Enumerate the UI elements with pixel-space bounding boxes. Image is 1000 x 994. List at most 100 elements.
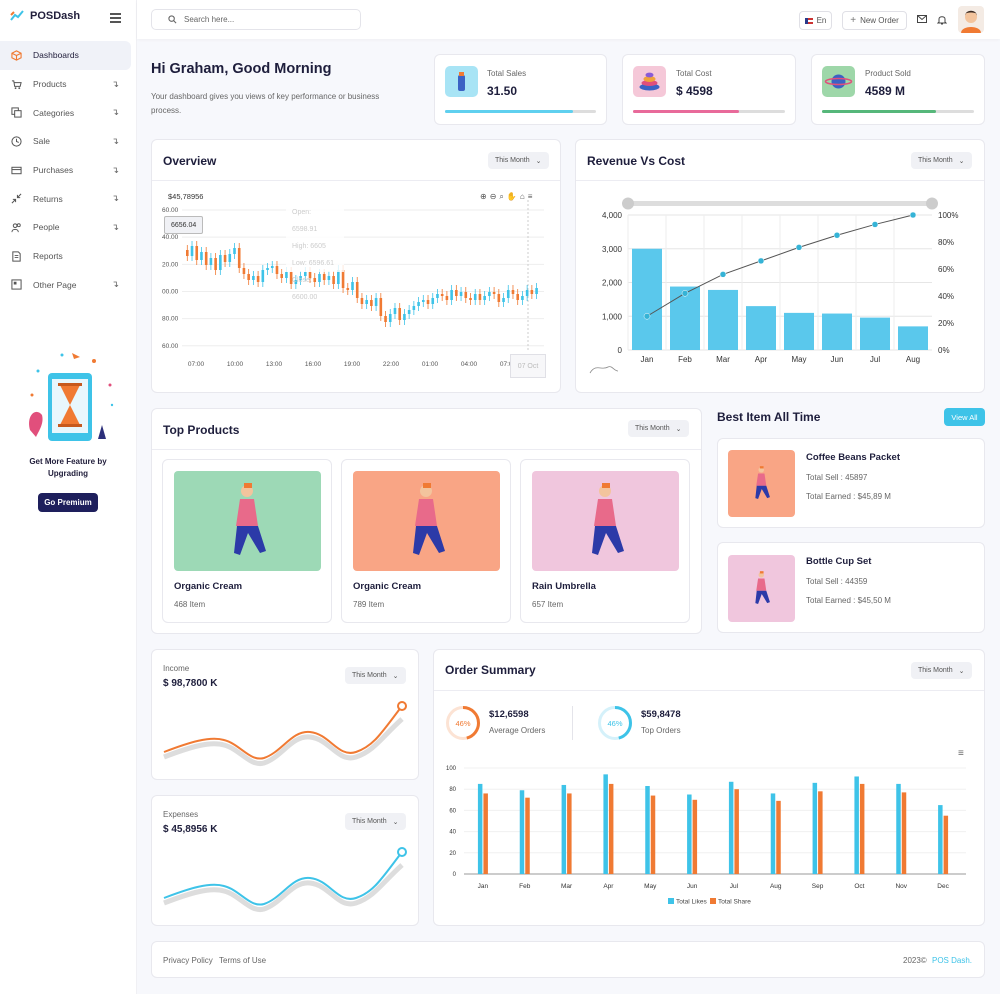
sidebar-item-reports[interactable]: Reports [0,242,131,271]
candle [422,300,425,302]
candle [525,290,529,296]
candle [223,255,227,262]
order-bar [561,784,567,874]
expenses-period-dropdown[interactable]: This Month ⌄ [345,813,406,830]
y2-tick-label: 60% [938,265,954,274]
cube-icon [10,49,22,61]
best-item-card[interactable]: Coffee Beans Packet Total Sell : 45897 T… [717,438,985,528]
dropdown-label: This Month [635,425,670,432]
candle [379,298,383,316]
revenue-period-dropdown[interactable]: This Month ⌄ [911,152,972,169]
zoom-out-icon[interactable]: ⊖ [489,192,497,201]
tooltip-high: High: 6605 [292,243,326,250]
view-all-button[interactable]: View All [944,408,985,426]
y-tick-label: 60.00 [162,207,179,214]
order-summary-chart[interactable]: 0 20 40 60 80 100 Jan Feb Mar Apr May Jun Jul Aug Sep O… [434,760,986,920]
y-tick-label: 1,000 [602,312,623,321]
overview-period-dropdown[interactable]: This Month ⌄ [488,152,549,169]
income-label: Income [163,664,190,673]
income-value: $ 98,7800 K [163,678,218,689]
product-card[interactable]: Rain Umbrella 657 Item [520,459,690,623]
search-icon [168,15,177,24]
language-selector[interactable]: En [799,11,832,30]
candlestick-chart[interactable]: 60.00 40.00 20.00 00.00 80.00 60.00 07:00 10:00… [152,200,562,390]
income-period-dropdown[interactable]: This Month ⌄ [345,667,406,684]
new-order-button[interactable]: + New Order [842,11,907,30]
candle [308,272,312,278]
top-orders-value: $59,8478 [641,709,681,720]
x-tick-label: Jul [870,355,880,364]
submenu-arrow-icon: ↴ [111,78,119,89]
brand-logo[interactable]: POSDash [10,10,80,22]
cumulative-point [833,232,841,239]
candle [473,294,477,300]
sidebar-item-purchases[interactable]: Purchases ↴ [0,156,131,185]
order-bar [525,797,530,874]
candle [285,272,288,278]
dropdown-label: This Month [918,667,953,674]
x-tick-label: 07:00 [188,361,205,368]
menu-toggle-icon[interactable] [110,13,121,25]
product-card[interactable]: Organic Cream 789 Item [341,459,511,623]
user-avatar[interactable] [958,6,984,33]
order-bar [567,793,572,874]
terms-of-use-link[interactable]: Terms of Use [219,956,267,965]
best-item-image [728,555,795,622]
candle [426,300,430,304]
candle [365,300,368,304]
sidebar-item-other-page[interactable]: Other Page ↴ [0,271,131,300]
sidebar-item-returns[interactable]: Returns ↴ [0,184,131,213]
sidebar-item-sale[interactable]: Sale ↴ [0,127,131,156]
candle [204,252,208,265]
candle [242,268,246,274]
x-tick-label: Apr [603,883,614,890]
candle [351,282,354,290]
search-input[interactable]: Search here... [184,15,235,24]
product-card[interactable]: Organic Cream 468 Item [162,459,332,623]
candle [370,300,373,306]
y-tick-label: 3,000 [602,245,623,254]
sidebar-item-dashboards[interactable]: Dashboards [0,41,131,70]
revenue-chart[interactable]: 0 1,000 2,000 3,000 4,000 0% 20% 40% 60% 80% 100% J… [576,195,986,385]
magnifier-icon[interactable]: ⌕ [499,192,504,201]
mail-icon[interactable] [917,15,927,23]
legend-swatch [668,898,674,904]
overview-price-label: $45,78956 [168,192,204,201]
candle [200,252,203,260]
top-bar [137,0,1000,39]
y-tick-label: 2,000 [602,279,623,288]
sidebar-item-products[interactable]: Products ↴ [0,70,131,99]
x-tick-label: 04:00 [461,361,478,368]
sidebar-item-people[interactable]: People ↴ [0,213,131,242]
cumulative-point [681,290,689,297]
home-icon[interactable]: ⌂ [519,192,525,201]
submenu-arrow-icon: ↴ [111,164,119,175]
candle [388,314,392,322]
bell-icon[interactable] [937,14,947,25]
candle [483,296,486,300]
footer-brand-link[interactable]: POS Dash. [932,956,973,965]
product-count: 789 Item [353,600,385,609]
stat-card-total-sales: Total Sales 31.50 [434,54,607,125]
privacy-policy-link[interactable]: Privacy Policy [163,956,213,965]
order-summary-period-dropdown[interactable]: This Month ⌄ [911,662,972,679]
pan-hand-icon[interactable]: ✋ [506,192,517,201]
search-box[interactable]: Search here... [151,9,361,30]
range-slider [628,201,932,206]
chart-menu-icon[interactable]: ≡ [958,748,964,759]
x-tick-label: Apr [755,355,768,364]
candle [190,246,194,256]
x-tick-label: 07:00 [500,361,517,368]
go-premium-button[interactable]: Go Premium [38,493,98,512]
top-products-period-dropdown[interactable]: This Month ⌄ [628,420,689,437]
expenses-sparkline [163,847,407,913]
zoom-in-icon[interactable]: ⊕ [480,192,487,201]
candle [492,292,496,294]
y-tick-label: 0 [618,346,623,355]
hamburger-menu-icon[interactable]: ≡ [527,192,533,201]
best-item-card[interactable]: Bottle Cup Set Total Sell : 44359 Total … [717,542,985,633]
candle [341,270,345,288]
order-bar [687,794,692,874]
language-label: En [816,16,827,25]
sidebar-item-categories[interactable]: Categories ↴ [0,98,131,127]
